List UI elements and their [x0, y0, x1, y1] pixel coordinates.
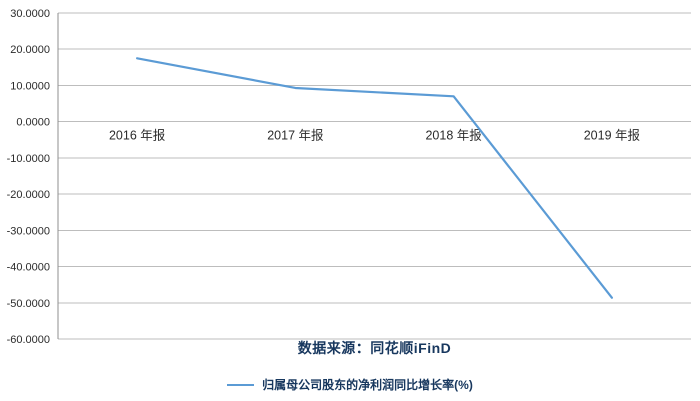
legend-line-swatch: [227, 384, 255, 386]
y-tick-label: 10.0000: [10, 80, 50, 92]
x-category-label: 2018 年报: [425, 128, 482, 143]
y-tick-label: -30.0000: [7, 225, 50, 237]
line-chart: 30.0000 20.0000 10.0000 0.0000 -10.0000 -20.0…: [7, 8, 691, 346]
legend-label: 归属母公司股东的净利润同比增长率(%): [262, 378, 473, 392]
y-tick-label: 30.0000: [10, 8, 50, 20]
y-tick-label: 0.0000: [16, 117, 50, 129]
y-tick-label: -20.0000: [7, 189, 50, 201]
y-tick-label: -10.0000: [7, 153, 50, 165]
y-tick-label: -50.0000: [7, 298, 50, 310]
x-category-label: 2016 年报: [109, 128, 166, 143]
x-category-label: 2019 年报: [584, 128, 641, 143]
y-tick-label: 20.0000: [10, 44, 50, 56]
source-note: 数据来源：同花顺iFinD: [297, 340, 452, 356]
x-category-label: 2017 年报: [267, 128, 324, 143]
legend: 归属母公司股东的净利润同比增长率(%): [0, 377, 700, 393]
y-tick-label: -40.0000: [7, 262, 50, 274]
y-tick-label: -60.0000: [7, 334, 50, 346]
data-line: [136, 57, 613, 299]
